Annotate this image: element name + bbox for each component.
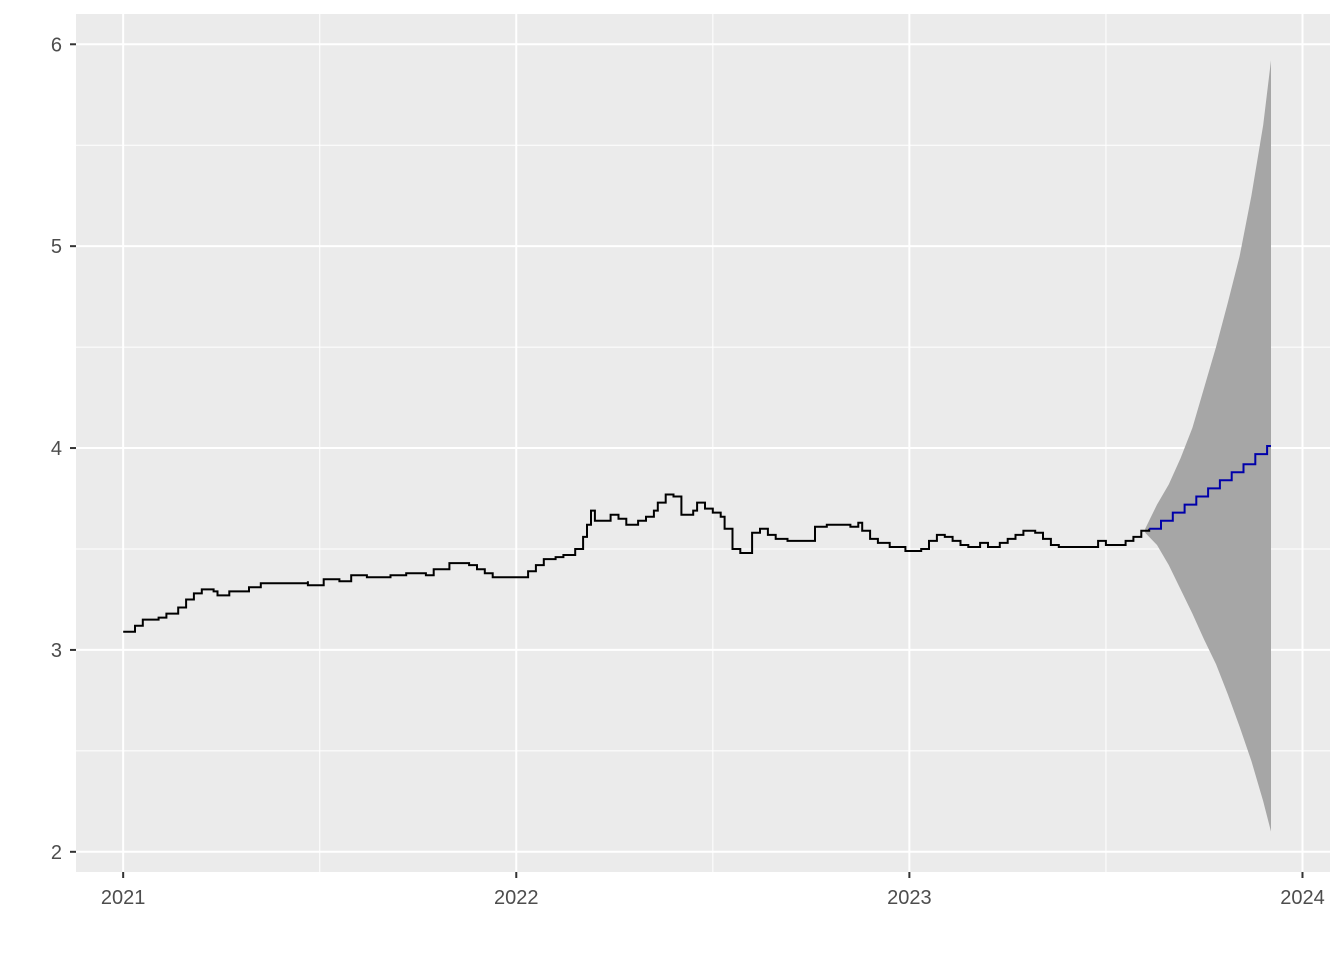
minor-gridlines	[76, 14, 1330, 872]
x-tick-label: 2021	[101, 887, 146, 909]
x-tick-label: 2023	[887, 887, 932, 909]
y-tick-label: 2	[51, 842, 62, 864]
history-line	[123, 493, 1151, 633]
major-gridlines	[76, 14, 1330, 872]
y-axis: 2 3 4 5 6	[51, 34, 76, 864]
x-axis: 2021 2022 2023 2024	[101, 872, 1325, 909]
y-tick-label: 5	[51, 236, 62, 258]
plot-panel	[76, 14, 1330, 872]
series-lines	[123, 445, 1271, 633]
y-tick-label: 3	[51, 640, 62, 662]
x-tick-label: 2024	[1280, 887, 1325, 909]
y-tick-label: 4	[51, 438, 62, 460]
x-tick-label: 2022	[494, 887, 539, 909]
forecast-line	[1149, 445, 1271, 530]
prediction-interval-band	[1145, 60, 1271, 832]
y-tick-label: 6	[51, 34, 62, 56]
